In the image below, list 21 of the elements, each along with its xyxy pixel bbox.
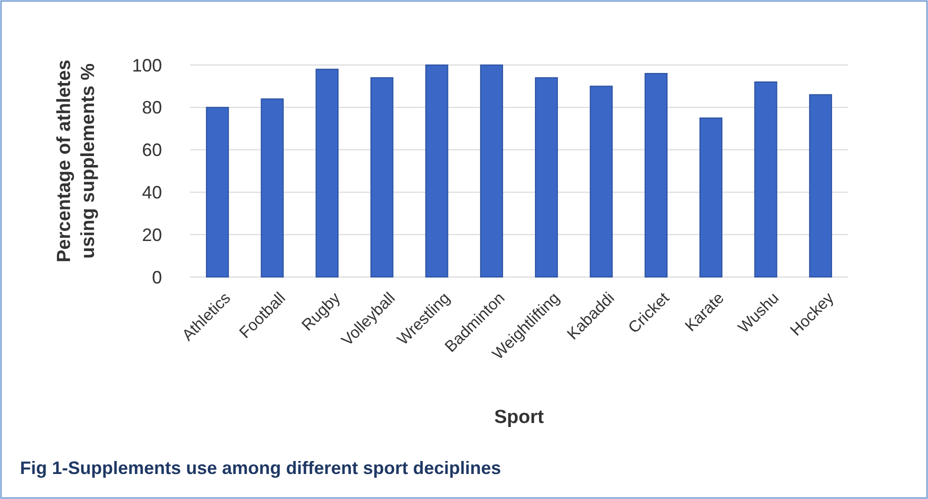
bar [480,64,504,278]
y-tick-label: 40 [142,182,162,202]
bar [370,77,394,278]
caption: Fig 1-Supplements use among different sport deciplines [20,458,502,478]
bar [590,86,613,278]
bar [644,72,668,278]
bar [206,106,229,278]
bar [754,81,778,278]
bar [809,94,832,278]
bar [534,77,558,278]
bar [425,64,448,278]
y-tick-label: 0 [152,267,162,288]
y-tick-label: 60 [142,140,162,160]
y-axis-title: Percentage of athletes using supplements % [54,60,99,262]
y-tick-label: 100 [132,55,162,76]
y-tick-label: 80 [142,98,162,118]
bar [699,118,722,278]
y-tick-label: 20 [142,224,162,245]
x-axis-title: Sport [494,407,544,428]
bar [260,98,284,278]
bar [316,68,339,278]
